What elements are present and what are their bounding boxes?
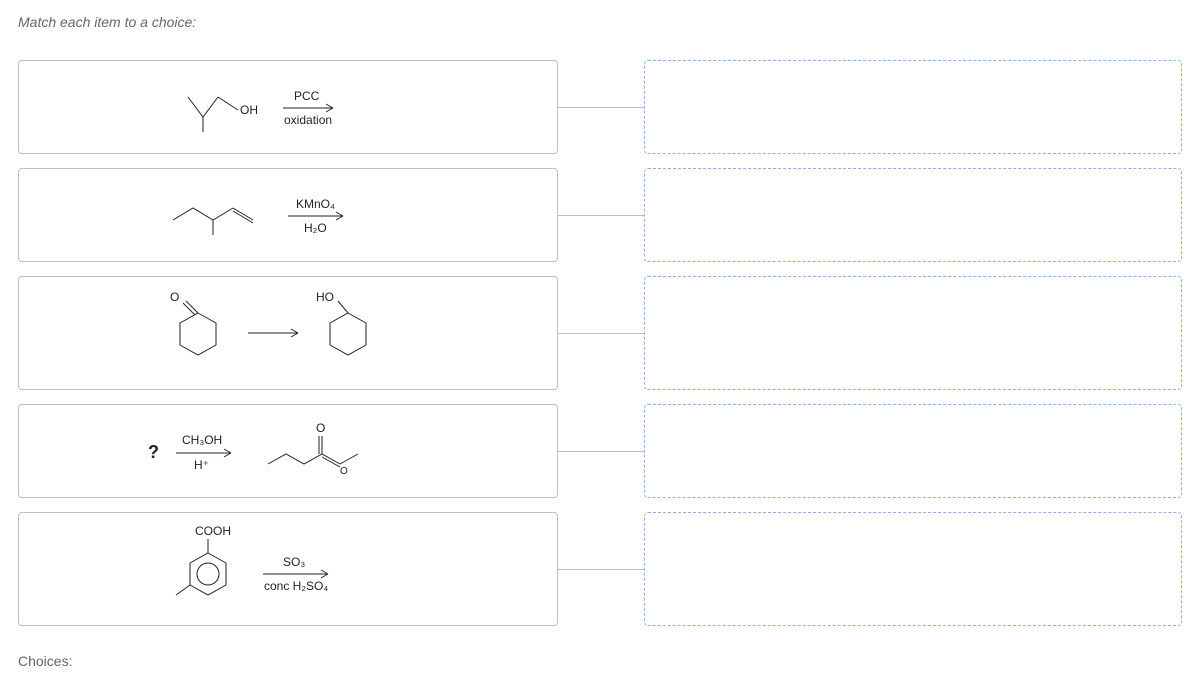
instruction-text: Match each item to a choice: [18, 14, 1182, 30]
drop-target-2[interactable] [644, 168, 1182, 262]
item-box-3[interactable]: O HO [18, 276, 558, 390]
oh-label: OH [240, 103, 258, 117]
reagent-bottom: H₂O [304, 221, 327, 235]
match-row: ? CH₃OH H⁺ O O [18, 404, 1182, 498]
reagent-top: SO₃ [283, 555, 305, 569]
drop-target-4[interactable] [644, 404, 1182, 498]
reagent-top: PCC [294, 89, 320, 103]
match-rows: OH PCC oxidation KMnO₄ H₂O [18, 60, 1182, 626]
match-row: O HO [18, 276, 1182, 390]
drop-target-5[interactable] [644, 512, 1182, 626]
item-box-2[interactable]: KMnO₄ H₂O [18, 168, 558, 262]
item-box-4[interactable]: ? CH₃OH H⁺ O O [18, 404, 558, 498]
drop-target-3[interactable] [644, 276, 1182, 390]
item-box-1[interactable]: OH PCC oxidation [18, 60, 558, 154]
reagent-bottom: oxidation [284, 113, 332, 127]
match-row: OH PCC oxidation [18, 60, 1182, 154]
drop-target-1[interactable] [644, 60, 1182, 154]
match-row: COOH SO₃ conc H₂SO₄ [18, 512, 1182, 626]
ho-label: HO [316, 290, 334, 304]
reagent-top: CH₃OH [182, 433, 222, 447]
item-box-5[interactable]: COOH SO₃ conc H₂SO₄ [18, 512, 558, 626]
choices-label: Choices: [18, 653, 72, 669]
o-label: O [170, 290, 179, 304]
reaction-diagram-5: COOH SO₃ conc H₂SO₄ [128, 519, 448, 619]
question-mark: ? [148, 442, 159, 462]
reagent-bottom: H⁺ [194, 458, 209, 472]
match-row: KMnO₄ H₂O [18, 168, 1182, 262]
reaction-diagram-1: OH PCC oxidation [158, 72, 418, 142]
reaction-diagram-3: O HO [138, 283, 438, 383]
reagent-bottom: conc H₂SO₄ [264, 579, 328, 593]
reagent-top: KMnO₄ [296, 197, 335, 211]
reaction-diagram-2: KMnO₄ H₂O [148, 180, 428, 250]
o-label: O [316, 421, 325, 435]
o-label-2: O [340, 466, 348, 477]
reaction-diagram-4: ? CH₃OH H⁺ O O [128, 416, 448, 486]
cooh-label: COOH [195, 524, 231, 538]
